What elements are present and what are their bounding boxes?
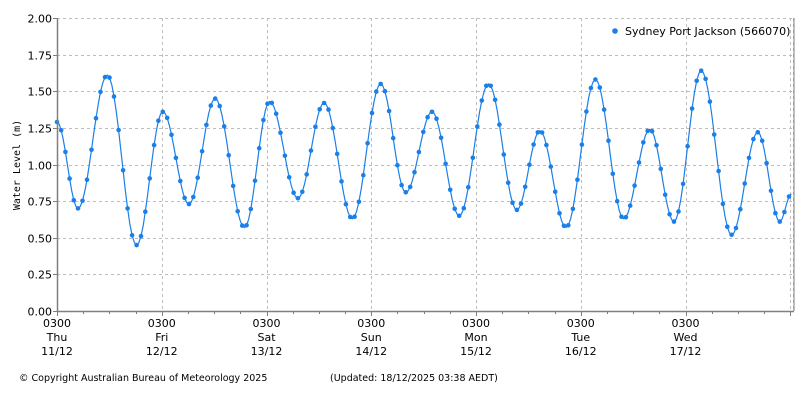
series-sydney-port-jackson	[54, 68, 792, 248]
x-tick-day: Thu	[46, 331, 68, 344]
x-tick-date: 15/12	[460, 345, 492, 358]
legend: Sydney Port Jackson (566070)	[612, 25, 790, 38]
y-tick-label: 0.00	[28, 306, 53, 319]
y-tick-label: 0.75	[28, 196, 53, 209]
legend-marker-icon	[612, 28, 618, 34]
copyright-text: © Copyright Australian Bureau of Meteoro…	[19, 373, 268, 384]
x-tick-day: Fri	[155, 331, 168, 344]
x-tick-day: Mon	[464, 331, 487, 344]
x-axis-ticks: 0300Thu11/120300Fri12/120300Sat13/120300…	[41, 311, 791, 358]
grid-lines	[57, 18, 794, 311]
x-tick-time: 0300	[357, 317, 385, 330]
x-tick-date: 12/12	[146, 345, 178, 358]
x-tick-day: Sun	[361, 331, 382, 344]
legend-label: Sydney Port Jackson (566070)	[625, 25, 790, 38]
x-tick-date: 13/12	[251, 345, 283, 358]
x-tick-day: Wed	[674, 331, 698, 344]
x-tick-time: 0300	[253, 317, 281, 330]
y-tick-label: 1.75	[28, 50, 53, 63]
x-tick-date: 14/12	[355, 345, 387, 358]
axes	[56, 18, 795, 313]
x-tick-day: Tue	[570, 331, 590, 344]
x-tick-date: 11/12	[41, 345, 73, 358]
y-tick-label: 1.50	[28, 86, 53, 99]
y-tick-label: 1.25	[28, 123, 53, 136]
x-tick-time: 0300	[43, 317, 71, 330]
x-tick-time: 0300	[462, 317, 490, 330]
y-axis-label: Water Level (m)	[12, 120, 23, 210]
updated-timestamp: (Updated: 18/12/2025 03:38 AEDT)	[330, 373, 498, 384]
y-tick-label: 0.25	[28, 269, 53, 282]
y-tick-label: 2.00	[28, 13, 53, 26]
x-tick-time: 0300	[148, 317, 176, 330]
x-tick-day: Sat	[257, 331, 276, 344]
x-tick-time: 0300	[567, 317, 595, 330]
x-tick-date: 16/12	[565, 345, 597, 358]
x-tick-time: 0300	[672, 317, 700, 330]
y-axis-ticks: 0.00 0.25 0.50 0.75 1.00 1.25 1.50 1.75 2.00	[28, 13, 57, 319]
y-tick-label: 0.50	[28, 233, 53, 246]
y-tick-label: 1.00	[28, 160, 53, 173]
x-tick-date: 17/12	[670, 345, 702, 358]
